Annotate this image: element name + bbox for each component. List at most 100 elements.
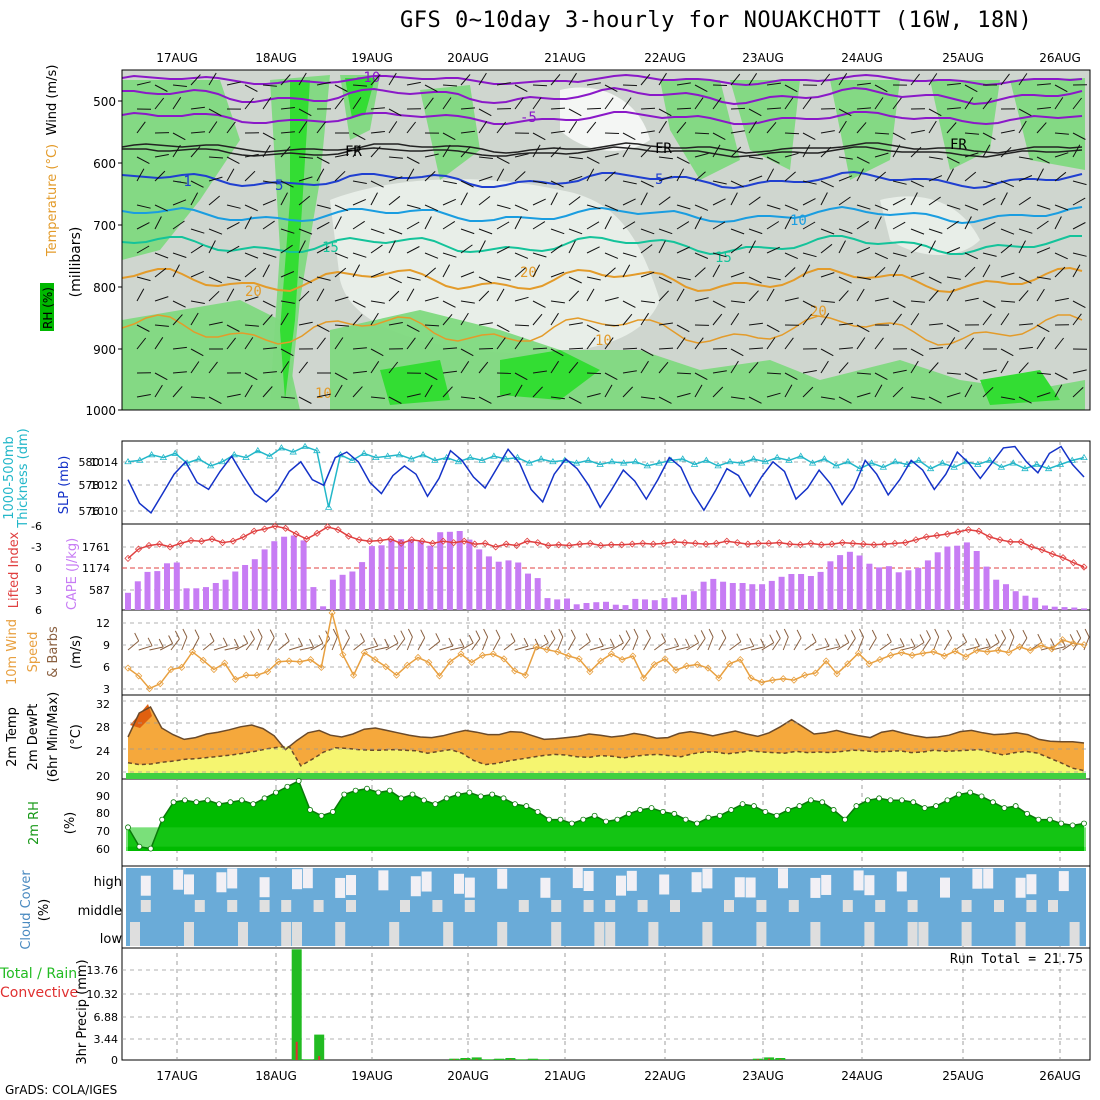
rh2m-series-point xyxy=(341,791,348,798)
ua-wind-barb xyxy=(172,132,186,141)
rh2m-series-point xyxy=(1035,816,1042,823)
ws-wind-barbs xyxy=(127,628,1090,651)
ua-wind-barb xyxy=(334,216,342,230)
ua-wind-barb xyxy=(280,312,289,326)
ua-wind-barb xyxy=(1018,276,1032,284)
ua-wind-barb xyxy=(730,360,739,374)
cape-bar xyxy=(866,563,873,610)
pressure-tick-label: 1000 xyxy=(85,404,116,418)
cape-bar xyxy=(466,539,473,610)
ua-wind-barb xyxy=(136,156,150,165)
date-label-bottom: 25AUG xyxy=(942,1069,984,1083)
ua-wind-barb xyxy=(658,396,672,404)
cloud-low-cell xyxy=(756,922,767,946)
date-label-top: 21AUG xyxy=(544,51,586,65)
cape-bar xyxy=(1022,595,1029,610)
temp-contour-freezing xyxy=(121,142,1083,154)
ua-wind-barb xyxy=(406,246,420,254)
lifted-index-series-point xyxy=(418,537,426,545)
wind-barb xyxy=(707,636,714,651)
ua-wind-barb xyxy=(208,176,223,182)
ua-wind-barb xyxy=(694,97,704,110)
li-tick-label: -6 xyxy=(31,520,42,533)
ua-wind-barb xyxy=(1000,360,1009,374)
wind-speed-series-point xyxy=(1026,646,1034,654)
rh2m-series-point xyxy=(671,810,678,817)
ua-wind-barb xyxy=(604,337,614,350)
wind-barb-flag xyxy=(625,630,631,639)
wind-barb xyxy=(611,642,624,651)
ua-wind-barb xyxy=(280,228,295,234)
cape-bar xyxy=(1003,584,1009,610)
thickness-series-point xyxy=(631,457,640,465)
wind-barb-flag xyxy=(985,638,991,647)
ua-wind-barb xyxy=(154,324,169,327)
lifted-index-series-point xyxy=(303,535,311,543)
wind-speed-series-point xyxy=(575,655,583,663)
ua-wind-barb xyxy=(442,264,451,278)
ua-wind-barb xyxy=(766,246,780,254)
ua-wind-barb xyxy=(280,74,291,86)
temp-contour-20 xyxy=(121,266,1083,294)
ua-wind-barb xyxy=(892,252,907,257)
cape-bar xyxy=(554,599,561,610)
ua-wind-barb xyxy=(568,156,583,160)
temp-contour-minus10 xyxy=(121,73,1083,87)
lifted-index-series-point xyxy=(565,541,573,550)
ua-wind-barb xyxy=(514,97,524,110)
wind-barb-flag xyxy=(298,637,303,647)
wind-speed-series-point xyxy=(919,649,927,657)
slp-tick-label: 1010 xyxy=(90,505,118,518)
precip-total-bar xyxy=(539,1059,550,1060)
ua-wind-barb xyxy=(1054,266,1066,278)
ua-wind-barb xyxy=(766,107,782,110)
ua-wind-barb xyxy=(820,192,828,206)
ua-wind-barb xyxy=(838,108,852,117)
cape-bar xyxy=(125,592,131,610)
wind-barb xyxy=(782,636,789,651)
ua-rh-high-patch xyxy=(280,80,310,400)
ua-wind-barb xyxy=(316,245,330,254)
wind-barb-flag xyxy=(158,638,164,648)
precip-total-bar xyxy=(303,1059,313,1060)
ua-wind-barb xyxy=(640,244,653,254)
wind-barb-flag xyxy=(947,629,953,639)
cloud-high-cell xyxy=(864,875,875,896)
ua-wind-barb xyxy=(316,121,326,134)
rh2m-series-point xyxy=(978,793,985,800)
ua-wind-barb xyxy=(838,362,849,374)
ua-wind-barb xyxy=(946,372,961,375)
lifted-index-series-point xyxy=(828,540,836,548)
ua-wind-barb xyxy=(460,348,474,357)
ua-wind-barb xyxy=(766,82,781,86)
ua-wind-barb xyxy=(694,384,703,398)
wind-barb xyxy=(879,641,892,651)
ua-wind-barb xyxy=(604,204,619,211)
cape-bar xyxy=(232,571,239,610)
thickness-series-point xyxy=(655,459,663,466)
wind-barb-flag xyxy=(182,628,188,638)
li-tick-label: -3 xyxy=(31,541,42,554)
wind-barb xyxy=(815,645,830,651)
rh2m-series-point xyxy=(625,810,632,817)
cloud-high-cell xyxy=(410,876,421,897)
ua-wind-barb xyxy=(838,396,852,404)
cape-bar xyxy=(827,561,834,610)
ua-wind-barb xyxy=(388,228,403,235)
cloud-low-cell xyxy=(605,922,616,946)
ua-wind-barb xyxy=(856,156,870,164)
ua-wind-barb xyxy=(946,107,961,110)
date-label-bottom: 18AUG xyxy=(255,1069,297,1083)
precip-tick-label: 6.88 xyxy=(94,1011,119,1024)
ua-wind-barb xyxy=(244,204,258,212)
ua-wind-barb xyxy=(802,180,817,185)
ua-wind-barb xyxy=(406,221,420,230)
slp-tick-label: 1014 xyxy=(90,456,118,469)
ua-wind-barb xyxy=(910,228,925,235)
ua-wind-barb xyxy=(586,372,602,375)
rh-unit-label: (%) xyxy=(63,812,78,835)
ua-wind-barb xyxy=(172,346,187,350)
ua-rh-patch xyxy=(122,80,240,260)
ua-wind-barb xyxy=(352,144,361,158)
ua-wind-barb xyxy=(982,221,996,230)
